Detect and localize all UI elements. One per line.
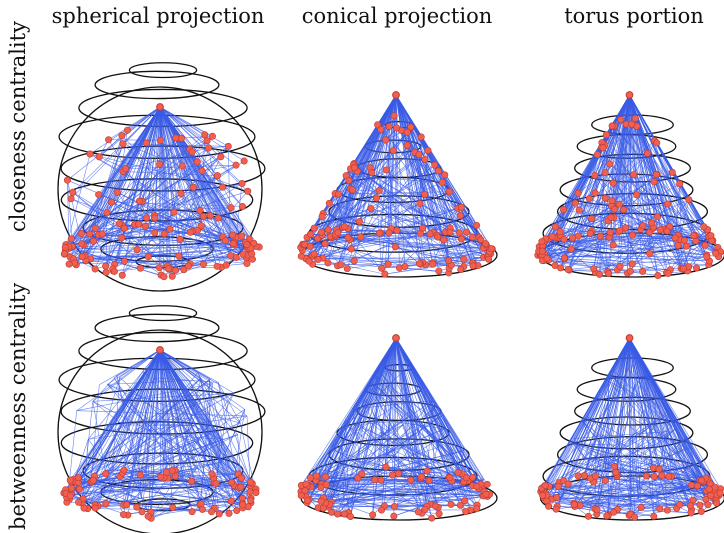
network-panel-cone [296,85,498,285]
network-panel-torus [535,328,724,528]
network-panel-sphere [55,305,266,533]
network-nodes [537,463,724,521]
network-edges [300,337,490,519]
network-nodes [60,126,263,281]
network-panel-sphere [55,62,266,292]
network-nodes [534,114,724,279]
network-nodes [60,466,260,522]
column-title-conical: conical projection [301,4,493,28]
network-edges [540,337,721,518]
network-nodes [297,112,496,278]
network-panel-torus [534,85,724,285]
network-nodes [297,463,494,522]
network-panel-cone [296,328,498,528]
column-title-torus: torus portion [564,4,704,28]
row-title-closeness: closeness centrality [6,21,30,232]
network-edges [64,106,260,277]
row-title-betweenness: betweenness centrality [6,282,30,530]
column-title-spherical: spherical projection [51,4,265,28]
